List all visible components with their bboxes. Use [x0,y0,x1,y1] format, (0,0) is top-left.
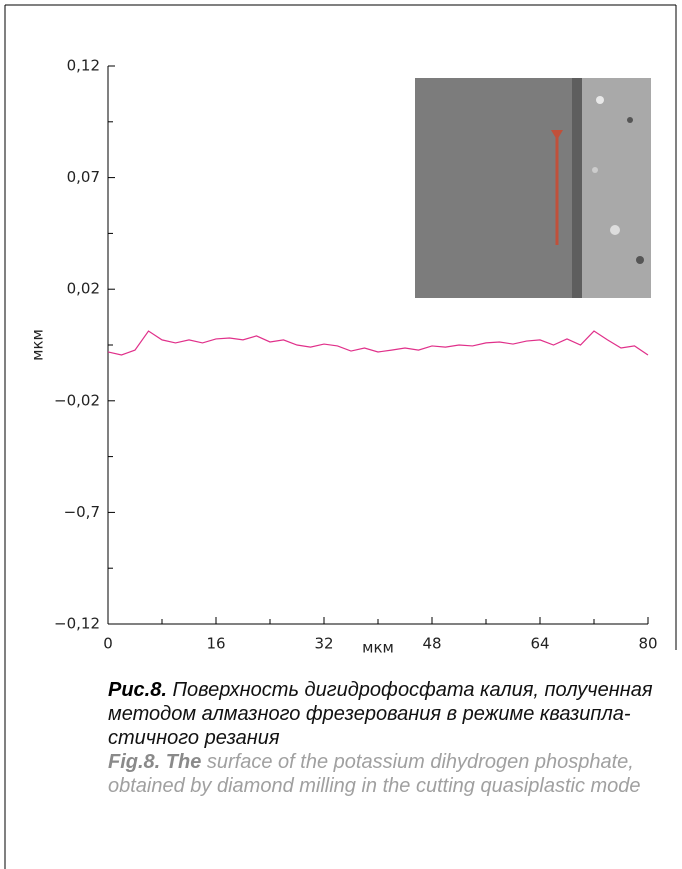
caption-text: Поверхность дигидрофосфата калия, получе… [166,679,653,701]
y-axis-label: мкм [29,329,47,361]
x-tick-label: 32 [314,635,333,653]
y-tick-label: −0,12 [54,615,100,633]
caption-text: surface of the potassium dihydrogen phos… [201,751,634,773]
y-tick-label: 0,07 [67,168,100,186]
x-axis-label: мкм [362,639,394,657]
data-line [107,330,649,356]
caption-line: Рис.8. Поверхность дигидрофосфата калия,… [108,678,653,702]
caption-line: Fig.8. The surface of the potassium dihy… [108,750,641,774]
x-tick-label: 80 [638,635,657,653]
x-tick-label: 48 [422,635,441,653]
x-tick-label: 0 [103,635,113,653]
y-tick-label: 0,02 [67,280,100,298]
caption-text: методом алмазного фрезерования в режиме … [108,703,631,725]
caption-text: стичного резания [108,727,280,749]
caption-line: методом алмазного фрезерования в режиме … [108,702,653,726]
y-tick-label: −0,02 [54,391,100,409]
caption-ru: Рис.8. Поверхность дигидрофосфата калия,… [108,678,653,750]
caption-label: Рис.8. [108,679,167,701]
caption-line: стичного резания [108,726,653,750]
caption-line: obtained by diamond milling in the cutti… [108,774,641,798]
caption-en: Fig.8. The surface of the potassium dihy… [108,750,641,798]
caption-label: Fig.8. The [108,751,202,773]
x-tick-label: 64 [530,635,549,653]
y-tick-label: −0,7 [64,503,100,521]
caption-text: obtained by diamond milling in the cutti… [108,775,641,797]
x-tick-label: 16 [206,635,225,653]
inset-image [415,78,651,298]
y-tick-label: 0,12 [67,57,100,75]
